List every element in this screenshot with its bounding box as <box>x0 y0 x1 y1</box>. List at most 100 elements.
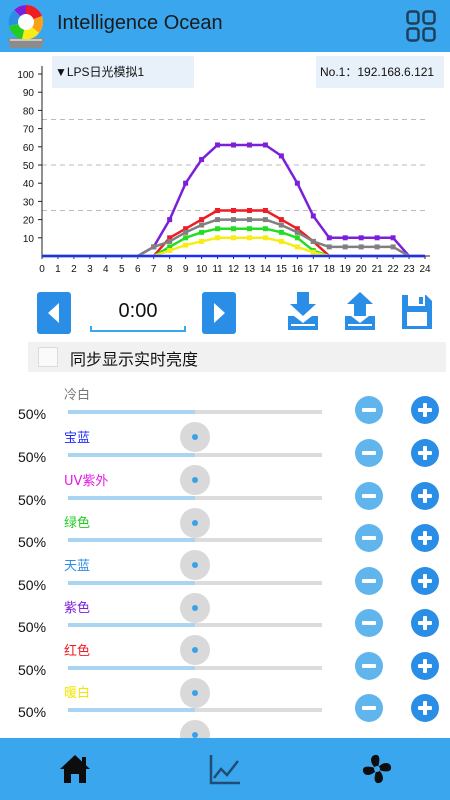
x-tick-label: 11 <box>212 264 223 275</box>
channel-slider[interactable] <box>68 410 322 452</box>
series-point <box>294 226 300 232</box>
series-point <box>231 208 236 213</box>
increase-button[interactable] <box>411 694 439 722</box>
decrease-button[interactable] <box>355 652 383 680</box>
series-point <box>215 208 221 213</box>
slider-thumb[interactable] <box>180 593 210 623</box>
save-icon[interactable] <box>400 290 434 332</box>
channel-slider[interactable] <box>68 666 322 708</box>
y-tick-label: 10 <box>23 234 35 245</box>
line-chart-icon[interactable] <box>208 752 242 786</box>
sync-brightness-checkbox[interactable] <box>38 347 58 367</box>
series-point <box>342 244 348 250</box>
grid-menu-icon[interactable] <box>406 10 436 42</box>
y-tick-label: 80 <box>23 106 35 117</box>
series-point <box>246 226 252 232</box>
slider-thumb[interactable] <box>180 678 210 708</box>
series-point <box>310 238 316 244</box>
next-time-button[interactable] <box>202 292 236 334</box>
x-tick-label: 4 <box>103 264 109 275</box>
series-point <box>151 244 157 250</box>
channel-value: 50% <box>18 662 47 678</box>
download-icon[interactable] <box>286 290 320 332</box>
left-arrow-icon <box>48 303 59 323</box>
y-tick-label: 40 <box>23 179 35 190</box>
channel-name: 天蓝 <box>64 559 91 574</box>
channel-slider[interactable] <box>68 623 322 665</box>
slider-thumb[interactable] <box>180 550 210 580</box>
series-point <box>246 208 252 213</box>
app-header: Intelligence Ocean <box>0 0 450 52</box>
slider-thumb[interactable] <box>180 508 210 538</box>
channel-name: 宝蓝 <box>64 431 91 446</box>
y-tick-label: 30 <box>23 197 35 208</box>
decrease-button[interactable] <box>355 609 383 637</box>
series-point <box>167 248 173 254</box>
series-point <box>199 217 205 223</box>
slider-thumb[interactable] <box>180 465 210 495</box>
channel-row: 紫色 50% <box>0 597 450 665</box>
x-tick-label: 9 <box>183 264 189 275</box>
series-point <box>167 238 173 244</box>
x-tick-label: 21 <box>372 264 384 275</box>
series-point <box>231 235 236 241</box>
x-tick-label: 19 <box>340 264 352 275</box>
increase-button[interactable] <box>411 482 439 510</box>
channel-slider[interactable] <box>68 538 322 580</box>
x-tick-label: 8 <box>167 264 173 275</box>
series-point <box>278 153 284 159</box>
decrease-button[interactable] <box>355 694 383 722</box>
prev-time-button[interactable] <box>37 292 71 334</box>
increase-button[interactable] <box>411 609 439 637</box>
channel-slider[interactable] <box>68 496 322 538</box>
channel-value: 50% <box>18 619 47 635</box>
y-tick-label: 20 <box>23 216 35 227</box>
increase-button[interactable] <box>411 396 439 424</box>
x-tick-label: 12 <box>228 264 240 275</box>
x-tick-label: 3 <box>87 264 93 275</box>
channel-row: 暖白 50% <box>0 682 450 750</box>
x-tick-label: 6 <box>135 264 141 275</box>
bottom-navigation <box>0 738 450 800</box>
channel-slider[interactable] <box>68 581 322 623</box>
increase-button[interactable] <box>411 439 439 467</box>
series-point <box>262 226 268 232</box>
slider-thumb[interactable] <box>180 422 210 452</box>
home-icon[interactable] <box>58 752 92 786</box>
decrease-button[interactable] <box>355 396 383 424</box>
x-tick-label: 0 <box>39 264 45 275</box>
increase-button[interactable] <box>411 524 439 552</box>
series-point <box>215 217 221 223</box>
channel-name: 暖白 <box>64 686 91 701</box>
channel-value: 50% <box>18 492 47 508</box>
channel-row: 天蓝 50% <box>0 555 450 623</box>
profile-selector[interactable]: ▼LPS日光模拟1 <box>52 56 194 88</box>
series-point <box>390 235 396 241</box>
upload-icon[interactable] <box>343 290 377 332</box>
time-underline <box>90 326 186 332</box>
channel-slider[interactable] <box>68 453 322 495</box>
fan-icon[interactable] <box>360 752 394 786</box>
y-tick-label: 90 <box>23 88 35 99</box>
channel-name: 紫色 <box>64 601 91 616</box>
series-point <box>374 244 380 250</box>
increase-button[interactable] <box>411 652 439 680</box>
increase-button[interactable] <box>411 567 439 595</box>
channel-slider[interactable] <box>68 708 322 750</box>
decrease-button[interactable] <box>355 482 383 510</box>
series-point <box>294 229 300 235</box>
series-point <box>199 238 205 244</box>
slider-thumb[interactable] <box>180 635 210 665</box>
decrease-button[interactable] <box>355 524 383 552</box>
series-point <box>231 217 236 223</box>
decrease-button[interactable] <box>355 567 383 595</box>
x-tick-label: 23 <box>403 264 415 275</box>
series-point <box>294 180 300 186</box>
sync-brightness-row[interactable]: 同步显示实时亮度 <box>28 342 446 372</box>
light-schedule-chart[interactable]: 10 20 30 40 50 60 70 80 90 100 0 1 2 3 4 5 6 7 8 9 10 11 12 13 1… <box>0 52 450 280</box>
series-point <box>374 235 380 241</box>
decrease-button[interactable] <box>355 439 383 467</box>
x-tick-label: 13 <box>244 264 256 275</box>
series-point <box>183 242 189 248</box>
